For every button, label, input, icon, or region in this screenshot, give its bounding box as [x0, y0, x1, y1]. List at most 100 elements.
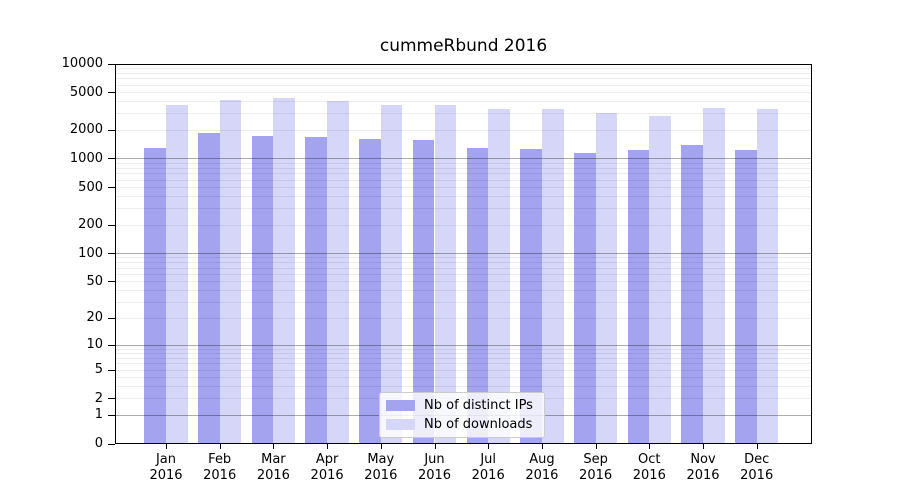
- bar-downloads: [703, 107, 725, 444]
- gridline-minor: [115, 281, 812, 283]
- x-tick-label: Jun 2016: [417, 451, 452, 483]
- x-tick-mark: [327, 443, 329, 449]
- bar-downloads: [219, 100, 242, 444]
- x-tick-label: May 2016: [364, 451, 398, 483]
- x-tick-mark: [434, 443, 436, 449]
- x-tick-label: Oct 2016: [632, 451, 666, 483]
- gridline-minor: [115, 129, 812, 131]
- gridline-minor: [115, 224, 812, 226]
- y-tick-label: 2: [94, 390, 103, 406]
- gridline-minor: [115, 208, 812, 210]
- gridline-minor: [115, 317, 812, 319]
- gridline-minor: [115, 301, 812, 303]
- x-tick-mark: [541, 443, 543, 449]
- bar-downloads: [541, 108, 564, 444]
- gridline-minor: [115, 78, 812, 80]
- x-tick-mark: [488, 443, 490, 449]
- gridline-major: [115, 158, 812, 160]
- x-tick-mark: [703, 443, 704, 449]
- gridline-major: [115, 253, 812, 255]
- gridline-minor: [115, 363, 812, 365]
- y-tick-label: 2000: [69, 122, 103, 138]
- y-tick-label: 5000: [69, 84, 103, 100]
- y-tick-label: 0: [94, 436, 103, 451]
- gridline-minor: [115, 267, 812, 269]
- gridline-minor: [115, 352, 812, 354]
- y-tick-mark: [108, 398, 115, 400]
- gridline-minor: [115, 290, 812, 292]
- x-tick-label: Jan 2016: [149, 451, 183, 483]
- y-tick-mark: [108, 253, 115, 255]
- bar-downloads: [380, 105, 403, 444]
- y-tick-mark: [108, 443, 115, 445]
- y-tick-mark: [108, 63, 115, 65]
- chart-title: cummeRbund 2016: [379, 36, 548, 56]
- legend-swatch-distinct-ips: [386, 400, 415, 411]
- x-tick-label: Aug 2016: [525, 451, 559, 483]
- bar-distinct-ips: [627, 150, 650, 444]
- x-tick-mark: [273, 443, 275, 449]
- gridline-minor: [115, 173, 812, 175]
- x-tick-label: Dec 2016: [740, 451, 774, 483]
- bar-distinct-ips: [198, 133, 220, 444]
- y-tick-label: 1000: [69, 150, 103, 166]
- x-tick-mark: [166, 443, 167, 449]
- gridline-minor: [115, 101, 812, 103]
- bar-distinct-ips: [681, 145, 703, 444]
- gridline-minor: [115, 67, 812, 69]
- legend-item-downloads: Nb of downloads: [386, 417, 536, 432]
- y-tick-mark: [108, 129, 115, 131]
- x-tick-mark: [380, 443, 382, 449]
- bar-downloads: [327, 101, 349, 444]
- y-tick-label: 10: [86, 337, 103, 353]
- x-tick-mark: [756, 443, 758, 449]
- bar-downloads: [595, 113, 618, 444]
- y-tick-label: 100: [78, 245, 103, 261]
- gridline-minor: [115, 72, 812, 74]
- gridline-minor: [115, 273, 812, 275]
- gridline-minor: [115, 167, 812, 169]
- x-tick-label: Jul 2016: [471, 451, 505, 483]
- gridline-minor: [115, 377, 812, 379]
- bar-distinct-ips: [305, 137, 328, 444]
- bar-distinct-ips: [251, 136, 274, 444]
- bar-downloads: [488, 108, 510, 444]
- gridline-minor: [115, 196, 812, 198]
- bar-downloads: [649, 116, 671, 444]
- y-tick-mark: [108, 158, 115, 160]
- gridline-minor: [115, 187, 812, 189]
- bar-distinct-ips: [359, 139, 381, 444]
- x-tick-label: Apr 2016: [310, 451, 344, 483]
- legend-item-distinct-ips: Nb of distinct IPs: [386, 398, 536, 413]
- x-tick-mark: [595, 443, 597, 449]
- legend-label: Nb of downloads: [424, 417, 533, 432]
- bar-distinct-ips: [735, 149, 757, 444]
- y-tick-label: 1: [94, 407, 103, 423]
- y-tick-mark: [108, 317, 115, 319]
- x-tick-label: Mar 2016: [256, 451, 290, 483]
- bar-distinct-ips: [573, 153, 596, 444]
- y-tick-mark: [108, 281, 115, 283]
- gridline-minor: [115, 179, 812, 181]
- y-tick-mark: [108, 414, 115, 416]
- y-tick-label: 10000: [61, 56, 103, 71]
- x-tick-label: Feb 2016: [203, 451, 237, 483]
- y-tick-label: 5: [94, 362, 103, 378]
- gridline-minor: [115, 357, 812, 359]
- x-tick-mark: [649, 443, 651, 449]
- gridline-minor: [115, 386, 812, 388]
- gridline-major: [115, 344, 812, 346]
- y-tick-mark: [108, 344, 115, 346]
- bar-downloads: [434, 105, 457, 444]
- legend: Nb of distinct IPs Nb of downloads: [379, 392, 545, 438]
- gridline-minor: [115, 369, 812, 371]
- y-tick-mark: [108, 224, 115, 226]
- bar-distinct-ips: [412, 140, 435, 444]
- y-tick-mark: [108, 369, 115, 371]
- legend-label: Nb of distinct IPs: [424, 398, 533, 413]
- y-tick-mark: [108, 92, 115, 94]
- y-tick-label: 50: [86, 273, 103, 289]
- gridline-minor: [115, 162, 812, 164]
- y-tick-label: 500: [78, 179, 103, 195]
- legend-swatch-downloads: [386, 419, 415, 430]
